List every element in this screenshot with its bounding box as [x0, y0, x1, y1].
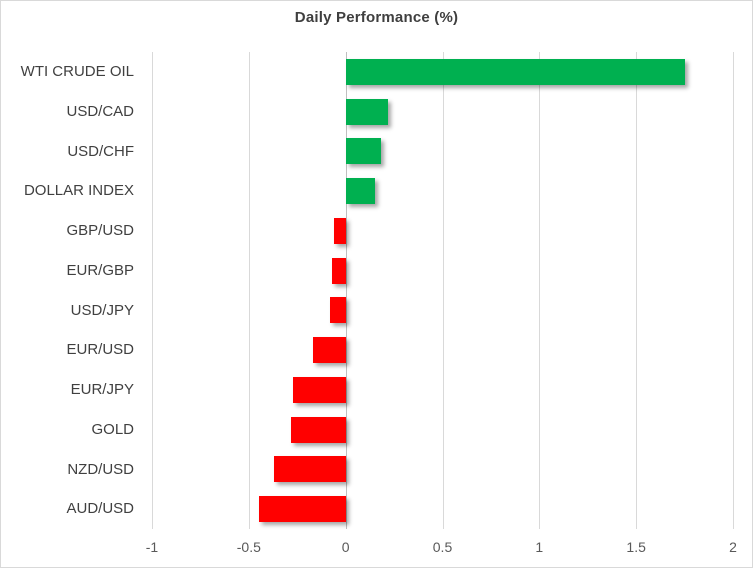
- x-tick-label: -1: [145, 539, 159, 555]
- bar-nzd-usd: [274, 456, 346, 483]
- zero-axis-line: [345, 52, 347, 529]
- chart-title: Daily Performance (%): [294, 9, 459, 26]
- category-label: GBP/USD: [66, 222, 134, 239]
- gridline: [152, 52, 153, 529]
- gridline: [733, 52, 734, 529]
- bar-gbp-usd: [334, 217, 346, 244]
- x-tick-label: 1.5: [626, 539, 646, 555]
- category-label: WTI CRUDE OIL: [20, 63, 134, 80]
- bar-usd-chf: [345, 138, 381, 165]
- x-tick-label: 0.5: [432, 539, 453, 555]
- category-label: USD/CAD: [66, 102, 134, 120]
- gridline: [539, 52, 541, 529]
- x-tick-label: 1: [535, 539, 544, 555]
- category-label: USD/CHF: [67, 142, 134, 160]
- x-tick-label: 0: [341, 539, 350, 555]
- category-label: AUD/USD: [66, 500, 134, 518]
- bar-gold: [291, 416, 346, 443]
- bar-eur-gbp: [332, 257, 346, 284]
- bar-wti-crude-oil: [345, 58, 685, 85]
- category-label: GOLD: [91, 420, 134, 438]
- category-label: NZD/USD: [67, 460, 134, 478]
- bar-eur-usd: [312, 337, 346, 364]
- category-label: EUR/USD: [66, 341, 134, 359]
- bar-usd-cad: [345, 98, 389, 125]
- category-label: USD/JPY: [70, 301, 134, 319]
- category-label: DOLLAR INDEX: [23, 182, 134, 200]
- category-label: EUR/GBP: [66, 261, 134, 279]
- category-label: EUR/JPY: [70, 381, 134, 398]
- bar-eur-jpy: [293, 376, 346, 403]
- x-tick-label: 2: [729, 539, 737, 555]
- plot-area: [152, 52, 734, 529]
- bar-usd-jpy: [330, 297, 346, 324]
- gridline: [636, 52, 638, 529]
- x-tick-label: -0.5: [236, 539, 261, 555]
- gridline: [248, 52, 250, 529]
- bar-aud-usd: [258, 496, 346, 523]
- gridline: [442, 52, 444, 529]
- bar-dollar-index: [345, 178, 375, 205]
